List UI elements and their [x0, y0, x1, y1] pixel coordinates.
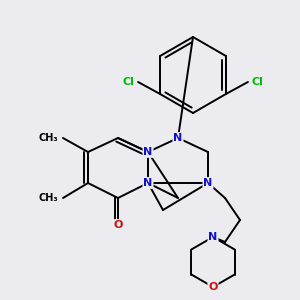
Text: Cl: Cl	[252, 77, 264, 87]
Text: Cl: Cl	[122, 77, 134, 87]
Text: N: N	[143, 178, 153, 188]
Text: O: O	[113, 220, 123, 230]
Text: O: O	[208, 282, 218, 292]
Text: CH₃: CH₃	[38, 133, 58, 143]
Text: N: N	[208, 232, 217, 242]
Text: N: N	[143, 147, 153, 157]
Text: N: N	[203, 178, 213, 188]
Text: N: N	[173, 133, 183, 143]
Text: CH₃: CH₃	[38, 193, 58, 203]
